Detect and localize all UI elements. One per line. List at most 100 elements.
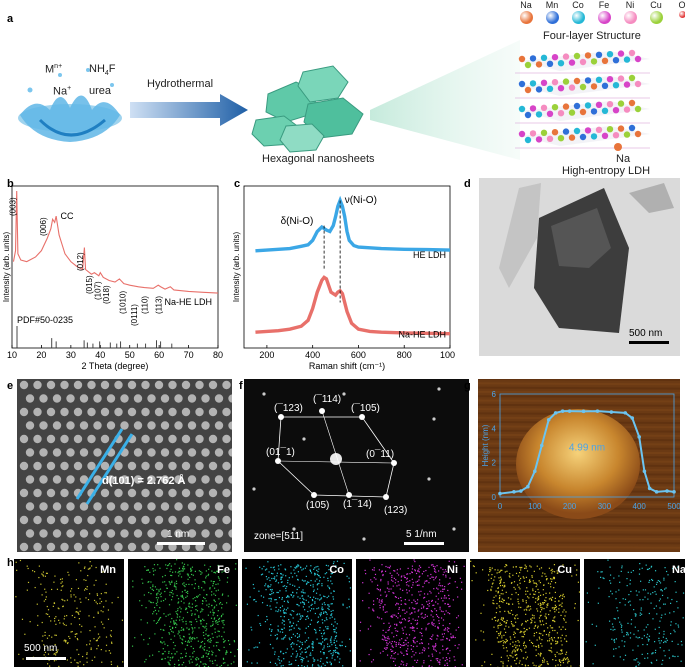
x-tick-label: 30 <box>66 350 76 360</box>
eds-pixel <box>650 565 653 567</box>
eds-pixel <box>434 608 436 610</box>
eds-pixel <box>653 607 655 610</box>
eds-pixel <box>488 579 490 581</box>
eds-pixel <box>291 625 293 627</box>
eds-pixel <box>191 603 194 605</box>
eds-pixel <box>338 653 340 655</box>
eds-element-label: Fe <box>217 564 230 576</box>
eds-pixel <box>326 638 328 640</box>
raman-series-line <box>255 275 451 336</box>
eds-pixel <box>298 635 300 638</box>
eds-pixel <box>105 650 107 652</box>
eds-pixel <box>442 590 444 593</box>
eds-pixel <box>209 638 212 640</box>
eds-pixel <box>368 592 370 594</box>
eds-pixel <box>196 610 199 612</box>
eds-pixel <box>309 610 312 612</box>
annotation: ν(Ni-O) <box>345 195 377 206</box>
eds-pixel <box>289 583 291 585</box>
x-tick-label: 200 <box>563 502 577 511</box>
eds-pixel <box>323 595 325 597</box>
diffraction-spot <box>432 417 436 421</box>
eds-pixel <box>554 620 556 623</box>
eds-pixel <box>149 601 152 603</box>
eds-pixel <box>188 583 190 585</box>
eds-pixel <box>663 579 665 581</box>
eds-pixel <box>338 661 340 663</box>
eds-pixel <box>211 650 213 652</box>
eds-pixel <box>45 596 47 598</box>
eds-pixel <box>210 580 212 582</box>
eds-pixel <box>587 601 589 603</box>
eds-pixel <box>203 619 205 622</box>
eds-pixel <box>437 603 439 605</box>
lattice-spot <box>19 434 29 444</box>
eds-pixel <box>65 624 67 626</box>
eds-pixel <box>525 600 527 602</box>
eds-pixel <box>602 577 604 579</box>
eds-element-label: Mn <box>100 564 116 576</box>
eds-pixel <box>553 620 555 622</box>
eds-pixel <box>414 560 416 563</box>
eds-pixel <box>503 634 505 636</box>
eds-pixel <box>202 656 205 658</box>
eds-pixel <box>40 583 42 585</box>
lattice-spot <box>147 394 156 403</box>
eds-pixel <box>491 618 493 620</box>
eds-pixel <box>615 591 617 593</box>
eds-pixel <box>598 587 600 589</box>
eds-pixel <box>412 629 414 632</box>
eds-pixel <box>525 651 527 653</box>
eds-pixel <box>421 635 423 637</box>
eds-pixel <box>380 600 382 602</box>
eds-pixel <box>51 649 53 651</box>
eds-pixel <box>670 624 672 626</box>
eds-pixel <box>314 602 316 604</box>
eds-pixel <box>542 657 545 659</box>
eds-pixel <box>513 631 515 633</box>
eds-pixel <box>500 581 502 583</box>
structure-title: Four-layer Structure <box>543 30 641 42</box>
lattice-spot <box>133 394 143 403</box>
eds-pixel <box>500 579 502 581</box>
legend-swatch <box>545 11 559 24</box>
eds-pixel <box>311 643 313 645</box>
eds-pixel <box>257 614 259 617</box>
eds-pixel <box>100 621 103 623</box>
eds-pixel <box>509 573 511 575</box>
atom <box>612 107 620 114</box>
eds-pixel <box>332 609 334 612</box>
eds-pixel <box>432 634 434 636</box>
eds-pixel <box>100 600 103 603</box>
eds-pixel <box>320 597 323 599</box>
eds-pixel <box>303 657 305 660</box>
eds-pixel <box>330 573 332 575</box>
eds-pixel <box>540 633 542 635</box>
eds-pixel <box>541 639 543 641</box>
eds-pixel <box>174 622 176 624</box>
eds-pixel <box>514 644 516 646</box>
eds-pixel <box>190 567 192 570</box>
eds-pixel <box>41 594 43 596</box>
eds-pixel <box>499 580 501 582</box>
lattice-spot <box>120 394 129 403</box>
lattice-spot <box>133 529 143 538</box>
lattice-spot <box>208 488 218 498</box>
eds-pixel <box>660 589 663 591</box>
lattice-spot <box>87 380 96 390</box>
eds-pixel <box>202 608 204 611</box>
eds-pixel <box>277 630 279 632</box>
eds-pixel <box>396 569 398 571</box>
eds-pixel <box>529 579 531 581</box>
eds-pixel <box>525 565 527 568</box>
eds-pixel <box>675 623 677 625</box>
eds-pixel <box>290 629 292 631</box>
eds-pixel <box>160 592 162 594</box>
eds-pixel <box>294 572 296 574</box>
eds-pixel <box>483 604 485 606</box>
eds-pixel <box>186 573 189 575</box>
eds-pixel <box>176 651 178 653</box>
eds-pixel <box>639 568 641 570</box>
eds-pixel <box>437 598 439 600</box>
eds-pixel <box>312 584 314 586</box>
